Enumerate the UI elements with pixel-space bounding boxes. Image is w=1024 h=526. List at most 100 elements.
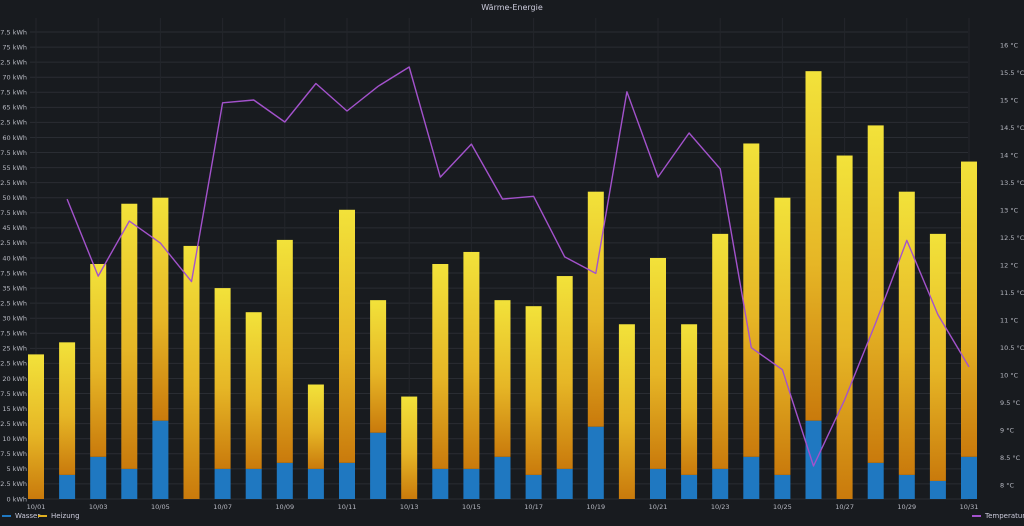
x-tick-label: 10/15: [462, 503, 481, 511]
x-tick-label: 10/09: [275, 503, 294, 511]
bar-heizung: [276, 239, 293, 463]
legend-heizung[interactable]: Heizung: [38, 512, 80, 520]
bar-heizung: [898, 191, 915, 475]
y-left-tick-label: 65 kWh: [2, 104, 27, 112]
bar-wasser: [214, 468, 231, 499]
bar-wasser: [681, 474, 698, 499]
bar-heizung: [152, 197, 169, 421]
temperature-line: [66, 66, 970, 467]
bar-heizung: [836, 155, 853, 499]
y-left-tick-label: 35 kWh: [2, 284, 27, 292]
y-left-tick-label: 0 kWh: [6, 495, 27, 503]
y-right-tick-label: 14 °C: [1000, 151, 1019, 159]
y-right-tick-label: 13 °C: [1000, 206, 1019, 214]
y-left-tick-label: 47.5 kWh: [0, 209, 27, 217]
y-left-tick-label: 25 kWh: [2, 345, 27, 353]
y-left-tick-label: 72.5 kWh: [0, 58, 27, 66]
bar-wasser: [556, 468, 573, 499]
axes-layer: 0 kWh 2.5 kWh 5 kWh 7.5 kWh 10 kWh 12.5 kWh 15…: [0, 28, 1024, 511]
bar-heizung: [556, 276, 573, 469]
y-left-tick-label: 75 kWh: [2, 43, 27, 51]
y-left-tick-label: 32.5 kWh: [0, 299, 27, 307]
bar-wasser: [867, 462, 884, 499]
x-tick-label: 10/23: [711, 503, 730, 511]
y-right-tick-label: 14.5 °C: [1000, 124, 1024, 132]
y-left-tick-label: 60 kWh: [2, 134, 27, 142]
y-left-tick-label: 52.5 kWh: [0, 179, 27, 187]
x-tick-label: 10/19: [586, 503, 605, 511]
legend-wasser[interactable]: Wasser: [2, 512, 40, 520]
y-left-tick-label: 12.5 kWh: [0, 420, 27, 428]
y-left-tick-label: 37.5 kWh: [0, 269, 27, 277]
bars-layer: [28, 71, 977, 499]
x-tick-label: 10/11: [338, 503, 357, 511]
y-left-tick-label: 10 kWh: [2, 435, 27, 443]
x-tick-label: 10/25: [773, 503, 792, 511]
bar-wasser: [805, 420, 822, 499]
y-left-tick-label: 62.5 kWh: [0, 119, 27, 127]
bar-wasser: [152, 420, 169, 499]
chart-title: Wärme-Energie: [481, 3, 543, 12]
y-left-tick-label: 67.5 kWh: [0, 89, 27, 97]
bar-heizung: [214, 288, 231, 469]
y-right-tick-label: 12.5 °C: [1000, 234, 1024, 242]
bar-wasser: [463, 468, 480, 499]
bar-wasser: [525, 474, 542, 499]
y-left-tick-label: 77.5 kWh: [0, 28, 27, 36]
bar-heizung: [59, 342, 76, 475]
x-tick-label: 10/01: [27, 503, 46, 511]
bar-heizung: [681, 324, 698, 475]
x-tick-label: 10/05: [151, 503, 170, 511]
bar-heizung: [28, 354, 44, 499]
y-right-tick-label: 15 °C: [1000, 96, 1019, 104]
bar-heizung: [712, 233, 729, 469]
y-left-tick-label: 30 kWh: [2, 315, 27, 323]
y-left-tick-label: 42.5 kWh: [0, 239, 27, 247]
bar-wasser: [898, 474, 915, 499]
bar-wasser: [743, 456, 760, 499]
bar-wasser: [370, 432, 387, 499]
bar-wasser: [961, 456, 977, 499]
bar-heizung: [743, 143, 760, 457]
bar-wasser: [121, 468, 138, 499]
legend-swatch-temperatur: [972, 515, 981, 517]
bar-heizung: [929, 233, 946, 481]
legend-swatch-wasser: [2, 515, 11, 517]
bar-wasser: [432, 468, 449, 499]
x-tick-label: 10/31: [960, 503, 979, 511]
y-left-tick-label: 15 kWh: [2, 405, 27, 413]
y-left-tick-label: 22.5 kWh: [0, 360, 27, 368]
bar-heizung: [183, 245, 200, 499]
bar-heizung: [463, 251, 480, 469]
bar-wasser: [276, 462, 293, 499]
y-left-tick-label: 70 kWh: [2, 73, 27, 81]
y-right-tick-label: 16 °C: [1000, 41, 1019, 49]
y-right-tick-label: 9 °C: [1000, 427, 1014, 435]
y-left-tick-label: 40 kWh: [2, 254, 27, 262]
legend-temperatur[interactable]: Temperatur: [972, 512, 1024, 520]
y-right-tick-label: 10 °C: [1000, 371, 1019, 379]
temperature-line-layer: [66, 66, 970, 467]
bar-heizung: [774, 197, 791, 475]
y-left-tick-label: 45 kWh: [2, 224, 27, 232]
y-left-tick-label: 57.5 kWh: [0, 149, 27, 157]
x-tick-label: 10/03: [89, 503, 108, 511]
y-left-tick-label: 17.5 kWh: [0, 390, 27, 398]
bar-wasser: [929, 480, 946, 499]
bar-wasser: [59, 474, 76, 499]
bar-heizung: [805, 71, 822, 421]
bar-heizung: [90, 263, 107, 457]
bar-heizung: [121, 203, 138, 469]
bar-heizung: [339, 209, 355, 463]
bar-wasser: [774, 474, 791, 499]
bar-heizung: [650, 257, 666, 469]
x-tick-label: 10/17: [524, 503, 543, 511]
y-left-tick-label: 27.5 kWh: [0, 330, 27, 338]
bar-wasser: [712, 468, 729, 499]
bar-wasser: [245, 468, 262, 499]
legend-swatch-heizung: [38, 515, 47, 517]
x-tick-label: 10/13: [400, 503, 419, 511]
y-right-tick-label: 12 °C: [1000, 261, 1019, 269]
bar-heizung: [245, 312, 262, 469]
